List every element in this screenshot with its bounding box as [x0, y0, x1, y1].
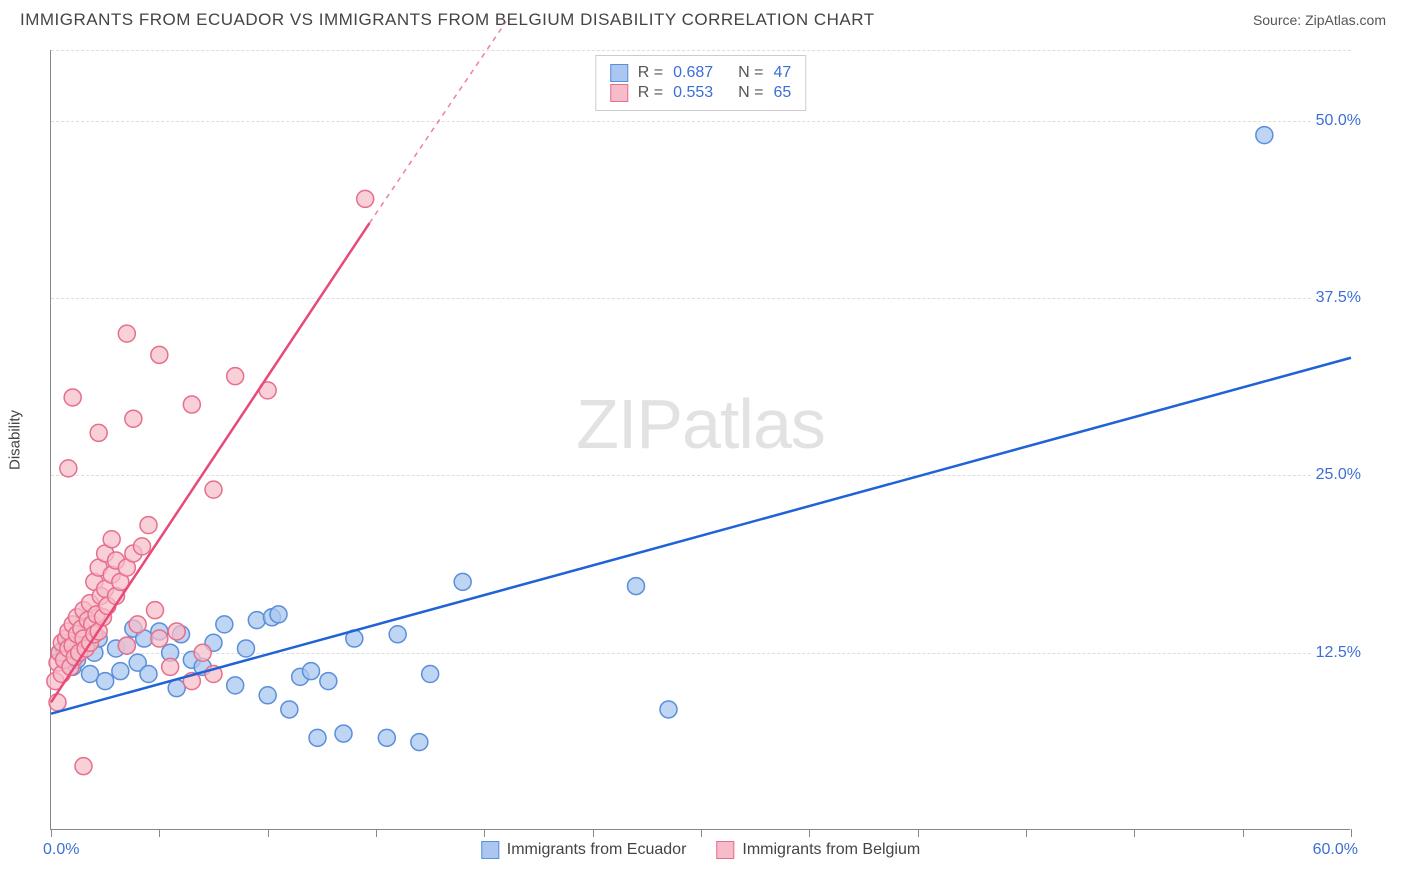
data-point — [64, 389, 81, 406]
data-point — [147, 602, 164, 619]
legend-series-label: Immigrants from Ecuador — [507, 841, 687, 859]
x-tick — [484, 829, 485, 837]
data-point — [140, 666, 157, 683]
legend-swatch — [610, 64, 628, 82]
data-point — [259, 687, 276, 704]
data-point — [227, 368, 244, 385]
data-point — [162, 658, 179, 675]
x-tick — [51, 829, 52, 837]
data-point — [660, 701, 677, 718]
legend-swatch — [610, 84, 628, 102]
chart-title: IMMIGRANTS FROM ECUADOR VS IMMIGRANTS FR… — [20, 10, 875, 30]
n-value: 65 — [773, 84, 791, 102]
data-point — [205, 481, 222, 498]
x-tick — [268, 829, 269, 837]
correlation-legend: R = 0.687 N = 47 R = 0.553 N = 65 — [595, 55, 806, 111]
x-max-label: 60.0% — [1313, 841, 1358, 859]
x-tick — [1351, 829, 1352, 837]
n-value: 47 — [773, 64, 791, 82]
data-point — [90, 424, 107, 441]
legend-series-item: Immigrants from Belgium — [716, 841, 920, 859]
r-label: R = — [638, 64, 663, 82]
data-point — [134, 538, 151, 555]
legend-stat-row: R = 0.687 N = 47 — [610, 64, 791, 82]
data-point — [140, 517, 157, 534]
legend-swatch — [481, 841, 499, 859]
data-point — [389, 626, 406, 643]
data-point — [1256, 127, 1273, 144]
data-point — [168, 680, 185, 697]
x-tick — [1243, 829, 1244, 837]
x-tick — [1026, 829, 1027, 837]
x-tick — [593, 829, 594, 837]
source-attribution: Source: ZipAtlas.com — [1253, 12, 1386, 28]
data-point — [151, 346, 168, 363]
r-value: 0.553 — [673, 84, 728, 102]
data-point — [270, 606, 287, 623]
chart-container: Disability ZIPatlas R =0.687N =47R =0.55… — [50, 50, 1350, 830]
data-point — [238, 640, 255, 657]
data-point — [281, 701, 298, 718]
y-axis-title: Disability — [7, 410, 24, 470]
x-tick — [918, 829, 919, 837]
legend-series-label: Immigrants from Belgium — [742, 841, 920, 859]
data-point — [422, 666, 439, 683]
n-label: N = — [738, 64, 763, 82]
data-point — [357, 190, 374, 207]
data-point — [103, 531, 120, 548]
data-point — [309, 729, 326, 746]
legend-series-item: Immigrants from Ecuador — [481, 841, 687, 859]
r-label: R = — [638, 84, 663, 102]
r-value: 0.687 — [673, 64, 728, 82]
data-point — [112, 663, 129, 680]
data-point — [194, 644, 211, 661]
legend-swatch — [716, 841, 734, 859]
data-point — [378, 729, 395, 746]
data-point — [75, 758, 92, 775]
x-tick — [376, 829, 377, 837]
x-min-label: 0.0% — [43, 841, 79, 859]
data-point — [454, 573, 471, 590]
data-point — [118, 325, 135, 342]
data-point — [411, 734, 428, 751]
data-point — [97, 673, 114, 690]
data-point — [82, 666, 99, 683]
x-tick — [809, 829, 810, 837]
x-tick — [701, 829, 702, 837]
data-point — [227, 677, 244, 694]
data-point — [151, 630, 168, 647]
trend-line-extrapolated — [370, 22, 507, 223]
n-label: N = — [738, 84, 763, 102]
data-point — [60, 460, 77, 477]
legend-stat-row: R = 0.553 N = 65 — [610, 84, 791, 102]
data-point — [303, 663, 320, 680]
data-point — [216, 616, 233, 633]
x-tick — [1134, 829, 1135, 837]
plot-region: ZIPatlas R =0.687N =47R =0.553N =65 12.5… — [50, 50, 1350, 830]
data-point — [129, 616, 146, 633]
data-point — [118, 637, 135, 654]
data-point — [320, 673, 337, 690]
scatter-svg — [51, 50, 1351, 830]
data-point — [335, 725, 352, 742]
data-point — [125, 410, 142, 427]
data-point — [248, 612, 265, 629]
data-point — [183, 396, 200, 413]
data-point — [628, 578, 645, 595]
series-legend: Immigrants from Ecuador Immigrants from B… — [481, 841, 920, 859]
x-tick — [159, 829, 160, 837]
data-point — [168, 623, 185, 640]
trend-line — [51, 223, 370, 702]
